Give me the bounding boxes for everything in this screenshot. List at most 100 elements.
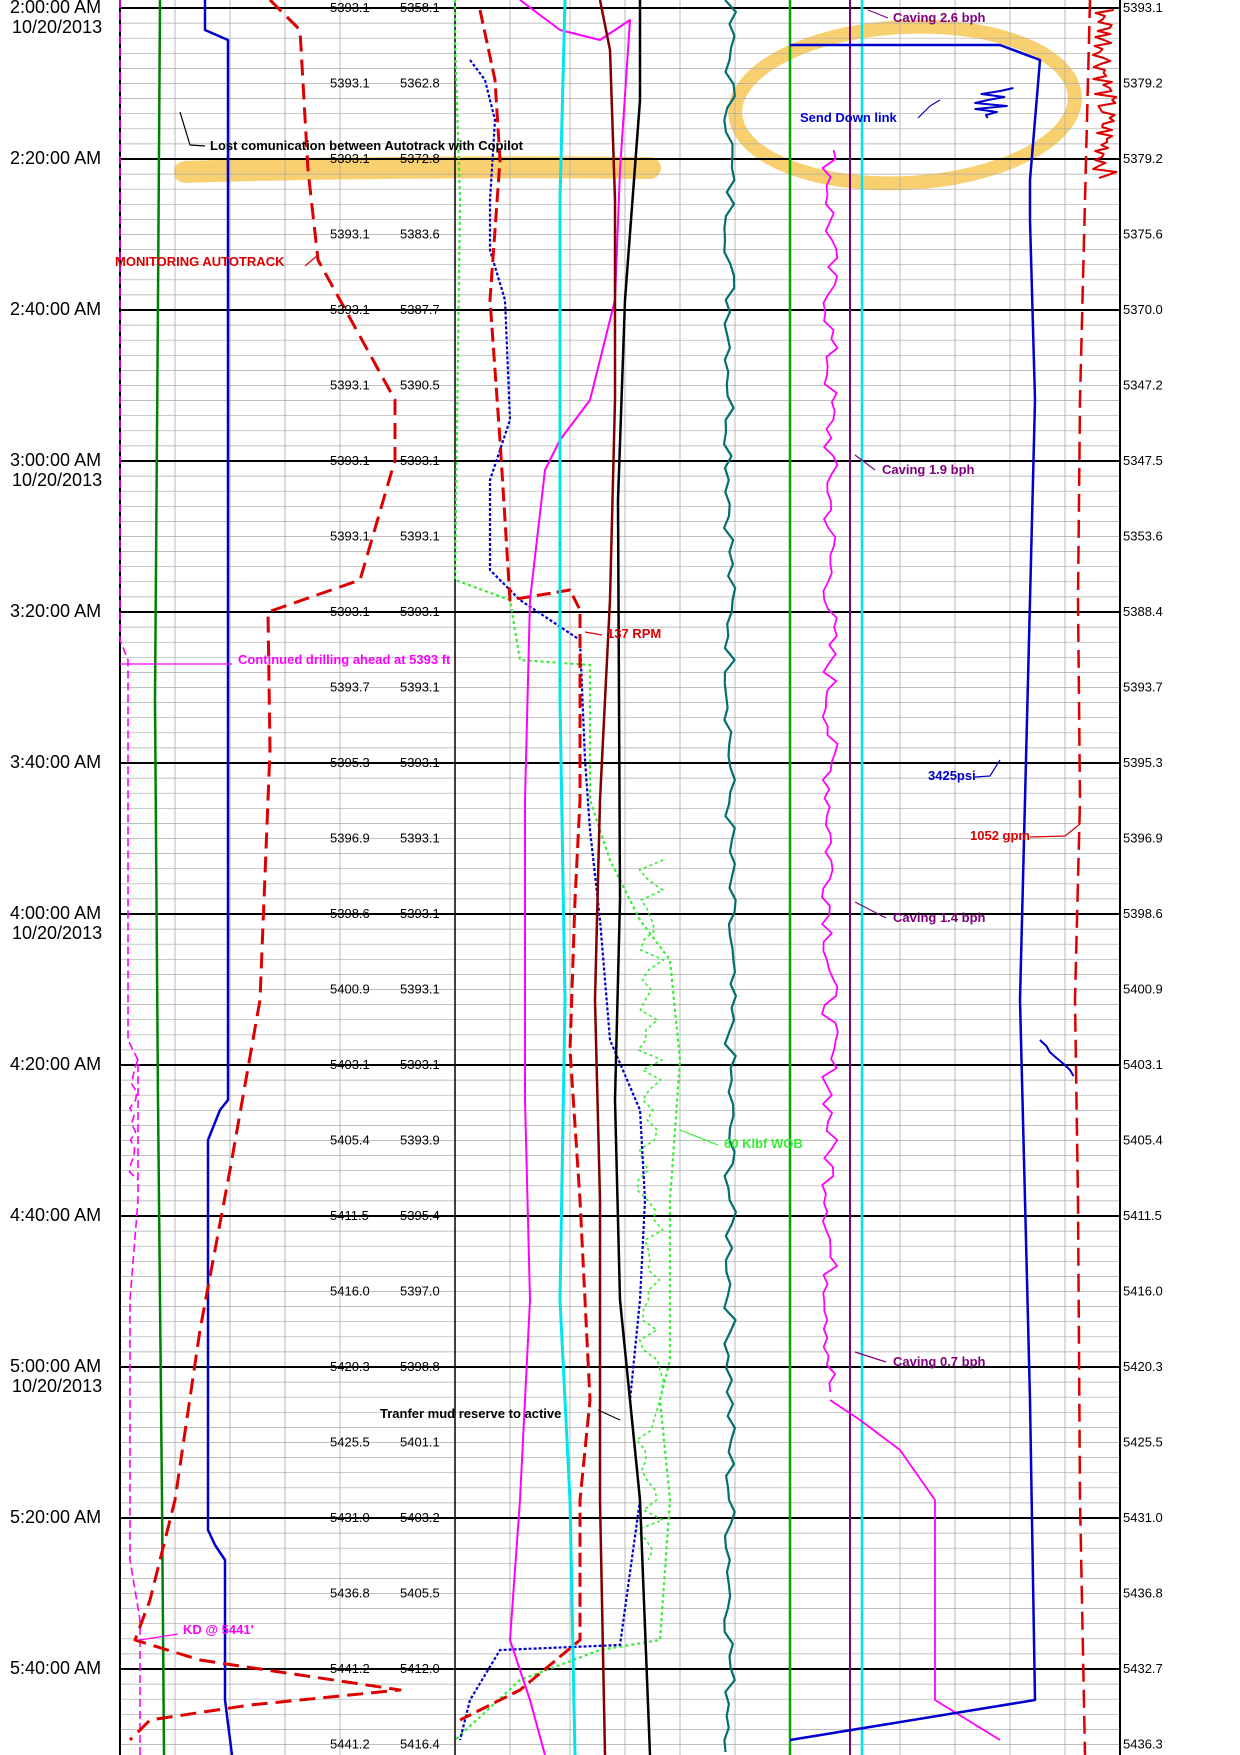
right-track-label: 5379.2 (1123, 151, 1163, 166)
right-track-label: 5347.2 (1123, 378, 1163, 393)
hole-depth-label: 5405.5 (400, 1586, 440, 1601)
hole-depth-label: 5383.6 (400, 227, 440, 242)
blue-curve-track1 (203, 0, 234, 1755)
annotation-send-down-leader (917, 99, 941, 119)
time-tick-label: 3:20:00 AM (10, 601, 101, 621)
hole-depth-label: 5393.9 (400, 1133, 440, 1148)
right-track-label: 5416.0 (1123, 1284, 1163, 1299)
time-tick-label: 5:40:00 AM (10, 1658, 101, 1678)
time-tick-label: 3:40:00 AM (10, 752, 101, 772)
time-tick-label: 2:00:00 AM (10, 0, 101, 17)
rpm-curve (459, 9, 592, 1722)
hole-depth-label: 5393.1 (400, 755, 440, 770)
bit-depth-label: 5393.1 (330, 453, 370, 468)
caving-magenta-curve (821, 149, 839, 1393)
red-dashed-curve-track1 (128, 0, 402, 1742)
flow-jitter (1092, 9, 1118, 179)
time-tick-label: 2:40:00 AM (10, 299, 101, 319)
annotation-monitoring-leader (304, 254, 319, 267)
annotation-caving-1: Caving 2.6 bph (893, 10, 986, 25)
bit-depth-label: 5400.9 (330, 982, 370, 997)
annotation-lost-comm: Lost comunication between Autotrack with… (210, 138, 524, 153)
hole-depth-label: 5393.1 (400, 831, 440, 846)
hole-depth-label: 5393.1 (400, 604, 440, 619)
bit-depth-label: 5416.0 (330, 1284, 370, 1299)
time-tick-date: 10/20/2013 (12, 17, 102, 37)
hole-depth-label: 5393.1 (400, 453, 440, 468)
time-tick-date: 10/20/2013 (12, 470, 102, 490)
bit-depth-label: 5393.1 (330, 302, 370, 317)
annotation-spp: 3425psi (928, 768, 976, 783)
annotation-lost-comm-leader (179, 111, 206, 147)
annotation-kd-leader (139, 1633, 179, 1641)
brown-curve (593, 0, 617, 1755)
time-tick-label: 4:20:00 AM (10, 1054, 101, 1074)
annotation-caving-2-leader (854, 454, 876, 471)
wob-curve (453, 0, 682, 1741)
annotation-caving-4-leader (854, 1351, 887, 1363)
bit-depth-label: 5411.5 (330, 1208, 369, 1223)
bit-depth-label: 5393.1 (330, 378, 370, 393)
bit-depth-label: 5393.1 (330, 529, 370, 544)
bit-depth-label: 5393.1 (330, 0, 370, 15)
hole-depth-label: 5393.1 (400, 529, 440, 544)
hole-depth-label: 5397.0 (400, 1284, 440, 1299)
green-curve-track1 (153, 0, 166, 1755)
annotation-caving-3-leader (854, 901, 887, 919)
annotation-kd: KD @ 5441' (183, 1622, 254, 1637)
right-track-label: 5347.5 (1123, 453, 1163, 468)
flow-curve (1073, 0, 1092, 1755)
bit-depth-label: 5420.3 (330, 1359, 370, 1374)
right-track-label: 5405.4 (1123, 1133, 1163, 1148)
caving-magenta-tail (829, 1399, 1001, 1741)
bit-depth-label: 5441.2 (330, 1737, 370, 1752)
hole-depth-label: 5393.1 (400, 680, 440, 695)
annotation-monitoring: MONITORING AUTOTRACK (115, 254, 285, 269)
bit-depth-label: 5398.6 (330, 906, 370, 921)
right-track-label: 5436.3 (1123, 1737, 1163, 1752)
black-curve (613, 0, 652, 1755)
highlight-stroke-lost-comm (174, 156, 661, 183)
bit-depth-label: 5431.0 (330, 1510, 370, 1525)
annotation-flow: 1052 gpm (970, 828, 1030, 843)
right-track-label: 5370.0 (1123, 302, 1163, 317)
hole-depth-label: 5362.8 (400, 76, 440, 91)
right-track-label: 5396.9 (1123, 831, 1163, 846)
hole-depth-label: 5393.1 (400, 982, 440, 997)
bit-depth-label: 5393.1 (330, 604, 370, 619)
spp-curve (789, 43, 1042, 1742)
annotation-spp-leader (974, 759, 1001, 778)
time-tick-label: 4:00:00 AM (10, 903, 101, 923)
bit-depth-label: 5393.1 (330, 227, 370, 242)
magenta-curve-track1 (119, 0, 141, 1755)
right-track-label: 5393.1 (1123, 0, 1163, 15)
curves-layer (119, 0, 1118, 1755)
hole-depth-label: 5403.2 (400, 1510, 440, 1525)
bit-depth-label: 5403.1 (330, 1057, 370, 1072)
right-track-label: 5411.5 (1123, 1208, 1162, 1223)
annotation-caving-4: Caving 0.7 bph (893, 1354, 986, 1369)
annotation-transfer-leader (597, 1409, 621, 1421)
hole-depth-label: 5358.1 (400, 0, 440, 15)
bit-depth-label: 5441.2 (330, 1661, 370, 1676)
right-track-label: 5420.3 (1123, 1359, 1163, 1374)
time-tick-date: 10/20/2013 (12, 923, 102, 943)
right-track-label: 5403.1 (1123, 1057, 1163, 1072)
bit-depth-label: 5436.8 (330, 1586, 370, 1601)
rop-curve (509, 0, 631, 1755)
time-tick-label: 3:00:00 AM (10, 450, 101, 470)
annotations-layer: Lost comunication between Autotrack with… (115, 10, 1030, 1637)
bit-depth-label: 5393.1 (330, 76, 370, 91)
hole-depth-label: 5393.1 (400, 1057, 440, 1072)
right-track-label: 5395.3 (1123, 755, 1163, 770)
hole-depth-label: 5398.8 (400, 1359, 440, 1374)
annotation-continued: Continued drilling ahead at 5393 ft (238, 652, 451, 667)
right-track-label: 5375.6 (1123, 227, 1163, 242)
hole-depth-label: 5387.7 (400, 302, 440, 317)
right-track-label: 5436.8 (1123, 1586, 1163, 1601)
annotation-rpm-leader (584, 631, 603, 636)
annotation-wob-leader (679, 1129, 719, 1146)
hole-depth-label: 5412.0 (400, 1661, 440, 1676)
time-tick-label: 4:40:00 AM (10, 1205, 101, 1225)
